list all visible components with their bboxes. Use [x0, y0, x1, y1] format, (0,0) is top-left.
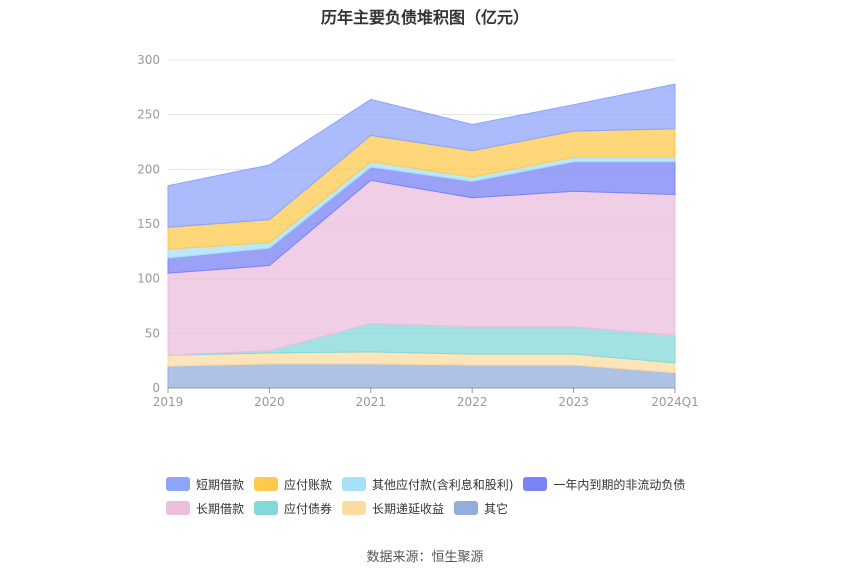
- x-tick-label-1: 2020: [254, 395, 285, 409]
- axes: 0 50 100 150 200 250 300 2019 2020 2021 2022 2023 20…: [137, 53, 699, 409]
- legend-swatch-0-3: [523, 477, 548, 491]
- y-tick-label-4: 200: [137, 162, 160, 176]
- y-tick-label-6: 300: [137, 53, 160, 67]
- legend-swatch-1-2: [342, 501, 367, 515]
- legend-swatch-0-0: [166, 477, 190, 491]
- x-tick-label-3: 2022: [457, 395, 488, 409]
- y-tick-label-1: 50: [145, 326, 160, 340]
- y-tick-label-5: 250: [137, 108, 160, 122]
- legend-label-1-0: 长期借款: [196, 501, 245, 516]
- legend-label-0-2: 其他应付款(含利息和股利): [372, 477, 514, 492]
- legend-swatch-0-2: [342, 477, 367, 491]
- area-series-0: [167, 363, 676, 389]
- legend-item-0-2[interactable]: 其他应付款(含利息和股利): [342, 476, 513, 493]
- legend-label-0-0: 短期借款: [196, 477, 245, 492]
- legend: 短期借款 应付账款 其他应付款(含利息和股利) 一年内到期的非流动负债长期借款 应付债券…: [166, 472, 726, 520]
- x-tick-label-4: 2023: [558, 395, 589, 409]
- legend-item-0-3[interactable]: 一年内到期的非流动负债: [523, 476, 685, 493]
- y-tick-label-3: 150: [137, 217, 160, 231]
- legend-item-1-3[interactable]: 其它: [454, 500, 508, 517]
- legend-item-1-1[interactable]: 应付债券: [254, 500, 332, 517]
- x-tick-label-0: 2019: [153, 395, 184, 409]
- legend-label-1-2: 长期递延收益: [372, 501, 445, 516]
- x-tick-label-5: 2024Q1: [651, 395, 699, 409]
- area-series: [167, 83, 676, 389]
- legend-label-0-1: 应付账款: [284, 477, 333, 492]
- legend-row-1: 长期借款 应付债券 长期递延收益 其它: [166, 496, 726, 520]
- legend-item-0-0[interactable]: 短期借款: [166, 476, 244, 493]
- legend-label-1-3: 其它: [484, 501, 509, 516]
- legend-swatch-0-1: [254, 477, 279, 491]
- chart-title: 历年主要负债堆积图（亿元）: [320, 8, 529, 27]
- legend-item-1-2[interactable]: 长期递延收益: [342, 500, 444, 517]
- legend-swatch-1-3: [454, 501, 479, 515]
- y-tick-label-2: 100: [137, 272, 160, 286]
- legend-swatch-1-1: [254, 501, 279, 515]
- source-note: 数据来源：恒生聚源: [366, 550, 484, 565]
- legend-item-0-1[interactable]: 应付账款: [254, 476, 332, 493]
- legend-row-0: 短期借款 应付账款 其他应付款(含利息和股利) 一年内到期的非流动负债: [166, 472, 726, 496]
- y-tick-label-0: 0: [152, 381, 160, 395]
- legend-label-1-1: 应付债券: [284, 501, 333, 516]
- legend-label-0-3: 一年内到期的非流动负债: [553, 477, 686, 492]
- x-tick-label-2: 2021: [356, 395, 387, 409]
- area-series-7: [167, 83, 676, 228]
- legend-swatch-1-0: [166, 501, 190, 515]
- legend-item-1-0[interactable]: 长期借款: [166, 500, 244, 517]
